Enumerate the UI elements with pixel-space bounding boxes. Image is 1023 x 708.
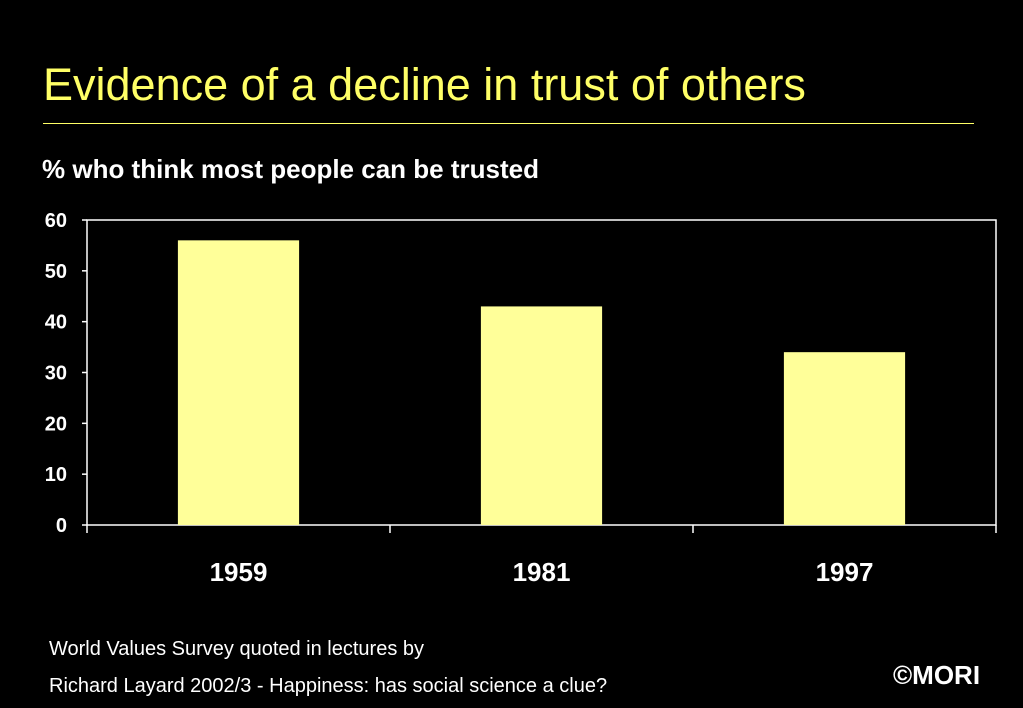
y-tick-label: 10 — [45, 464, 67, 486]
x-tick-label: 1959 — [210, 557, 268, 587]
bar-1981 — [480, 306, 603, 525]
copyright-mark: ©MORI — [893, 660, 981, 690]
x-tick-label: 1997 — [816, 557, 874, 587]
title-divider — [43, 123, 974, 124]
chart-title: % who think most people can be trusted — [42, 154, 539, 184]
y-tick-label: 30 — [45, 363, 67, 385]
y-tick-label: 20 — [45, 413, 67, 435]
x-tick-label: 1981 — [513, 557, 571, 587]
source-text-line-1: World Values Survey quoted in lectures b… — [49, 638, 425, 660]
y-tick-label: 40 — [45, 312, 67, 334]
bar-1959 — [177, 240, 300, 526]
y-tick-label: 50 — [45, 261, 67, 283]
bar-1997 — [783, 352, 906, 525]
y-tick-label: 0 — [56, 515, 67, 537]
source-text-line-2: Richard Layard 2002/3 - Happiness: has s… — [49, 675, 608, 697]
y-tick-label: 60 — [45, 210, 67, 232]
slide-title: Evidence of a decline in trust of others — [43, 59, 806, 110]
